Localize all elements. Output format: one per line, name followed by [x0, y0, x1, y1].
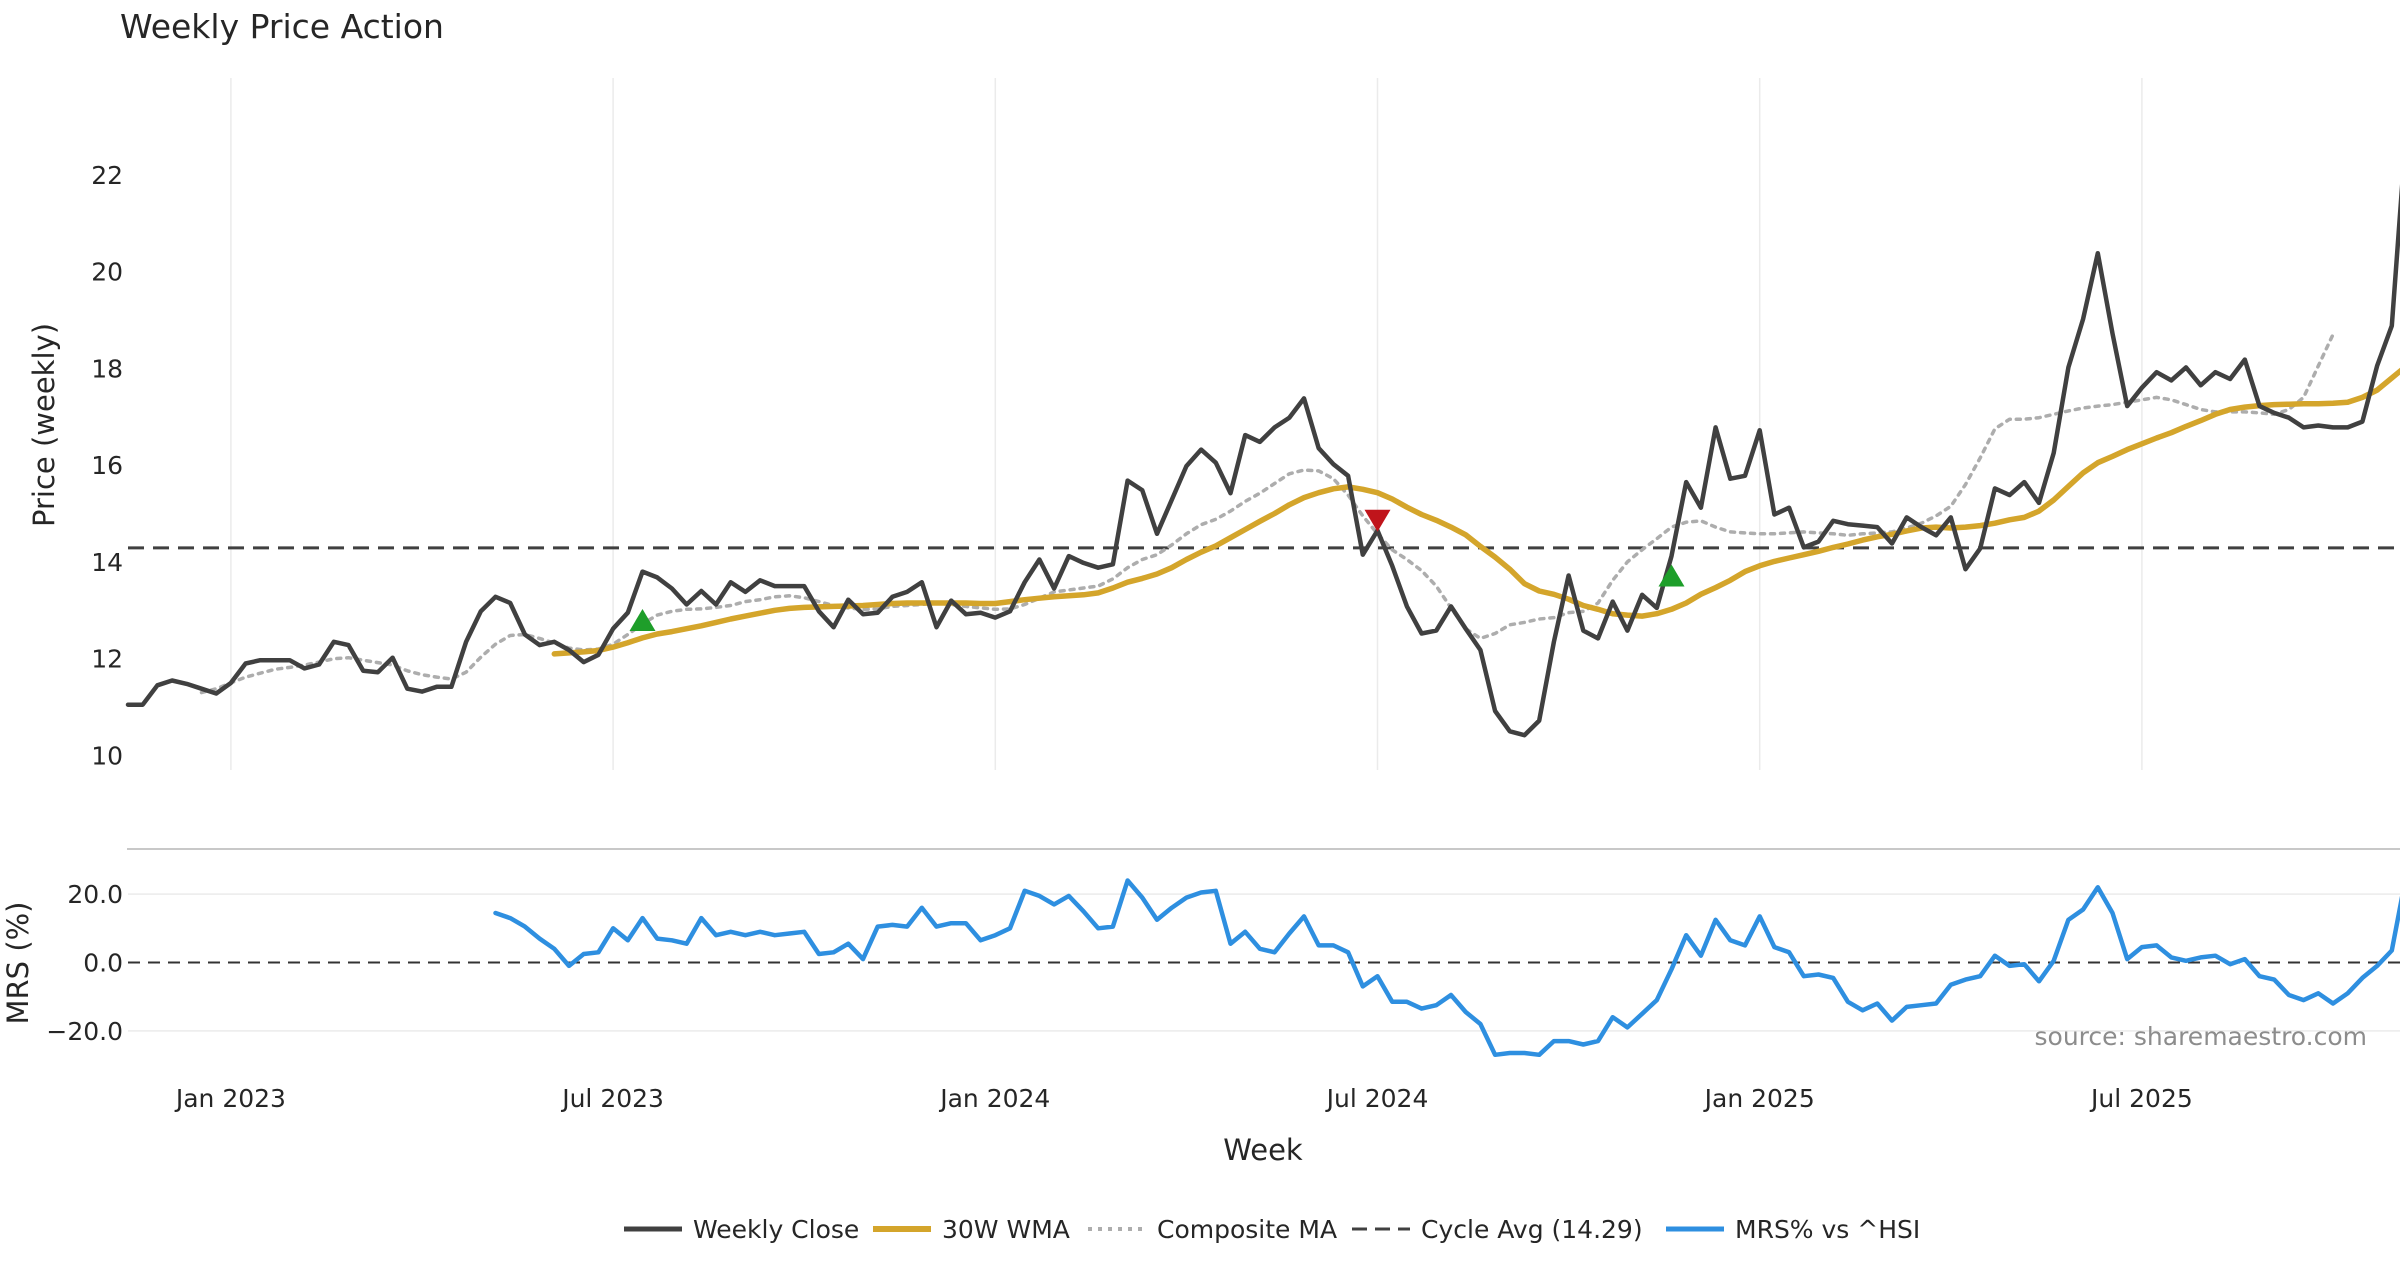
price-y-tick-3: 16 — [91, 451, 123, 480]
price-y-tick-labels: 10 12 14 16 18 20 22 — [91, 161, 123, 771]
mrs-gridlines — [128, 894, 2400, 1031]
price-y-tick-5: 20 — [91, 258, 123, 287]
x-axis-label: Week — [1223, 1133, 1303, 1167]
legend: Weekly Close 30W WMA Composite MA Cycle … — [624, 1215, 1920, 1244]
legend-label-30w-wma: 30W WMA — [942, 1215, 1070, 1244]
wma-line — [554, 356, 2400, 654]
signal-buy-2 — [1659, 564, 1685, 586]
price-y-tick-4: 18 — [91, 354, 123, 383]
price-y-tick-2: 14 — [91, 548, 123, 577]
price-panel: 10 12 14 16 18 20 22 Price (weekly) — [27, 78, 2400, 770]
weekly-close-line — [128, 126, 2400, 735]
legend-item-composite-ma: Composite MA — [1088, 1215, 1337, 1244]
mrs-panel: 20.0 0.0 −20.0 MRS (%) source: sharemaestr… — [1, 874, 2400, 1055]
legend-item-mrs: MRS% vs ^HSI — [1666, 1215, 1920, 1244]
legend-label-weekly-close: Weekly Close — [693, 1215, 859, 1244]
legend-label-mrs: MRS% vs ^HSI — [1735, 1215, 1920, 1244]
composite-ma-line — [202, 335, 2334, 693]
legend-item-30w-wma: 30W WMA — [873, 1215, 1070, 1244]
mrs-y-tick-2: −20.0 — [46, 1017, 123, 1046]
mrs-y-tick-labels: 20.0 0.0 −20.0 — [46, 880, 123, 1046]
x-tick-label-0: Jan 2023 — [174, 1084, 286, 1113]
price-y-tick-1: 12 — [91, 645, 123, 674]
x-tick-label-5: Jul 2025 — [2089, 1084, 2193, 1113]
x-tick-labels: Jan 2023 Jul 2023 Jan 2024 Jul 2024 Jan 2025… — [174, 1084, 2193, 1113]
source-annotation: source: sharemaestro.com — [2035, 1022, 2368, 1051]
price-y-tick-0: 10 — [91, 741, 123, 770]
legend-item-cycle-avg: Cycle Avg (14.29) — [1352, 1215, 1643, 1244]
mrs-y-tick-1: 0.0 — [83, 949, 123, 978]
x-tick-label-3: Jul 2024 — [1325, 1084, 1429, 1113]
price-y-axis-label: Price (weekly) — [27, 323, 61, 527]
price-series-group — [128, 126, 2400, 735]
legend-item-weekly-close: Weekly Close — [624, 1215, 859, 1244]
x-tick-label-1: Jul 2023 — [560, 1084, 664, 1113]
x-tick-label-4: Jan 2025 — [1703, 1084, 1815, 1113]
price-y-tick-6: 22 — [91, 161, 123, 190]
legend-label-composite-ma: Composite MA — [1157, 1215, 1337, 1244]
mrs-y-axis-label: MRS (%) — [1, 902, 35, 1025]
mrs-y-tick-0: 20.0 — [67, 880, 123, 909]
chart-title: Weekly Price Action — [120, 7, 444, 46]
x-tick-label-2: Jan 2024 — [938, 1084, 1050, 1113]
legend-label-cycle-avg: Cycle Avg (14.29) — [1421, 1215, 1643, 1244]
